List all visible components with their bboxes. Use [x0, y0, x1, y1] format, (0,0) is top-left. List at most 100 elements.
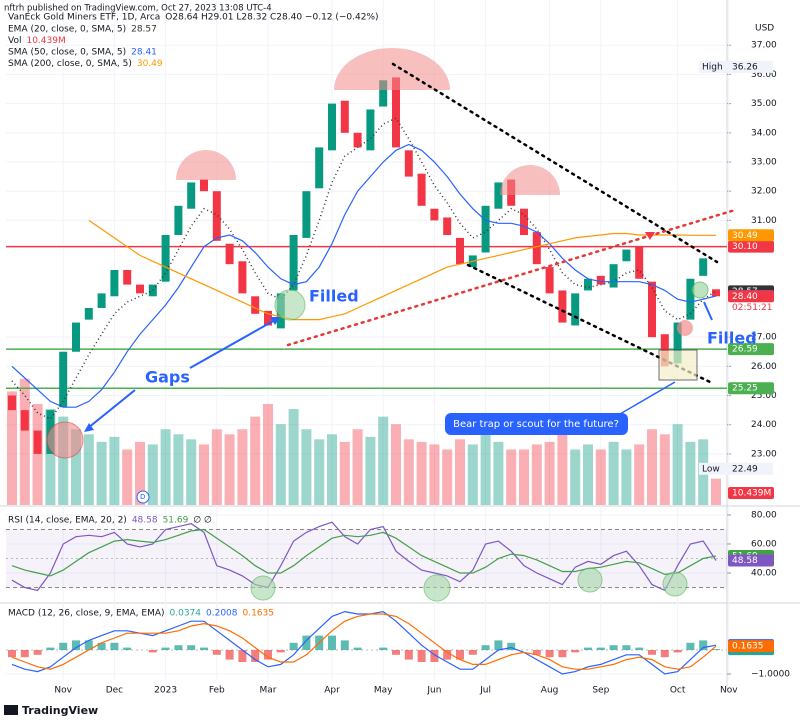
y-tick-label: 80.00 [751, 510, 777, 520]
candle-body [136, 284, 144, 294]
extreme-label: High [702, 62, 723, 72]
hump [176, 150, 236, 180]
volume-bar [403, 439, 414, 505]
arrow-head [270, 317, 280, 325]
y-tick-label: −1.0000 [751, 670, 790, 680]
histogram-bar [20, 650, 29, 658]
candle-body [59, 351, 68, 408]
indicator-line [11, 143, 717, 408]
candle-body [187, 182, 196, 209]
dividend-letter: D [140, 493, 145, 501]
x-tick-label: Jul [479, 686, 491, 696]
circle [250, 575, 276, 601]
histogram-bar [404, 650, 413, 660]
volume-bar [621, 449, 632, 505]
histogram-bar [238, 650, 247, 662]
histogram-bar [596, 647, 605, 650]
legend-text: 51.69 [163, 516, 189, 526]
candle-body [571, 293, 580, 326]
candle-body [72, 322, 80, 352]
candle-body [609, 264, 618, 288]
volume-bar [135, 441, 145, 505]
candle-body [33, 430, 42, 454]
price-badge-label: 0.1635 [732, 642, 764, 652]
extreme-label: Low [702, 464, 720, 474]
histogram-bar [494, 640, 503, 650]
footer: TradingView [22, 704, 98, 717]
candle-body [225, 243, 234, 265]
histogram-bar [212, 650, 221, 655]
price-badge-label: 26.59 [732, 345, 758, 355]
circle [46, 421, 84, 459]
price-badge-label: 28.40 [732, 292, 758, 302]
volume-bar [339, 441, 350, 505]
x-tick-label: Dec [106, 686, 123, 696]
legend-text: EMA (20, close, 0, SMA, 5) [8, 25, 126, 35]
volume-bar [685, 441, 696, 505]
histogram-bar [225, 650, 234, 660]
candle-body [97, 293, 106, 308]
histogram-bar [148, 650, 157, 653]
histogram-bar [84, 640, 93, 650]
extreme-value: 36.26 [732, 62, 758, 72]
volume-bar [327, 434, 337, 505]
volume-bar [634, 444, 645, 505]
candle-body [635, 246, 644, 279]
legend-text: 10.439M [26, 36, 65, 46]
candle-body [340, 100, 349, 133]
volume-bar [429, 444, 440, 505]
legend-text: 0.0374 [170, 609, 202, 619]
candle-body [379, 80, 388, 107]
histogram-bar [276, 650, 285, 653]
arrow [645, 232, 655, 240]
volume-bar [455, 439, 465, 505]
volume-bar [71, 429, 81, 505]
legend-text: 30.49 [137, 59, 163, 69]
histogram-bar [251, 650, 260, 662]
histogram-bar [443, 650, 452, 660]
annotation: Filled [309, 287, 359, 306]
candle-body [699, 258, 708, 276]
candle-body [328, 103, 336, 151]
histogram-bar [59, 642, 68, 650]
hump [334, 48, 450, 90]
y-tick-label: 24.00 [751, 420, 777, 430]
circle [577, 567, 603, 593]
histogram-bar [686, 642, 695, 650]
y-tick-label: 26.00 [751, 362, 777, 372]
circle [677, 320, 693, 336]
legend-text: SMA (200, close, 0, SMA, 5) [8, 59, 132, 69]
candle-body [673, 322, 682, 364]
volume-bar [595, 449, 606, 505]
price-badge [728, 554, 774, 567]
legend-text: 0.1635 [243, 609, 275, 619]
histogram-bar [8, 650, 16, 658]
candle-body [200, 179, 208, 192]
volume-bar [83, 434, 94, 505]
circle [274, 289, 306, 321]
rsi-line [11, 528, 717, 577]
volume-bar [378, 416, 389, 505]
histogram-bar [33, 650, 42, 655]
circle [662, 571, 688, 597]
indicator-line [88, 219, 716, 321]
volume-bar [416, 441, 427, 505]
candle-body [584, 278, 592, 291]
histogram-bar [635, 647, 644, 650]
volume-bar [570, 449, 581, 505]
candle-body [481, 205, 490, 253]
candle-body [520, 208, 528, 235]
candle-body [238, 261, 247, 294]
histogram-bar [123, 647, 132, 650]
extreme-value: 22.49 [732, 464, 758, 474]
volume-bar [442, 449, 453, 505]
histogram-bar [468, 650, 477, 655]
candle-body [392, 77, 400, 148]
volume-bar [711, 478, 721, 505]
histogram-bar [161, 647, 170, 650]
histogram-bar [302, 635, 311, 650]
legend-text: MACD (12, 26, close, 9, EMA, EMA) [8, 609, 165, 619]
volume-bar [301, 429, 312, 505]
volume-bar [32, 404, 43, 505]
